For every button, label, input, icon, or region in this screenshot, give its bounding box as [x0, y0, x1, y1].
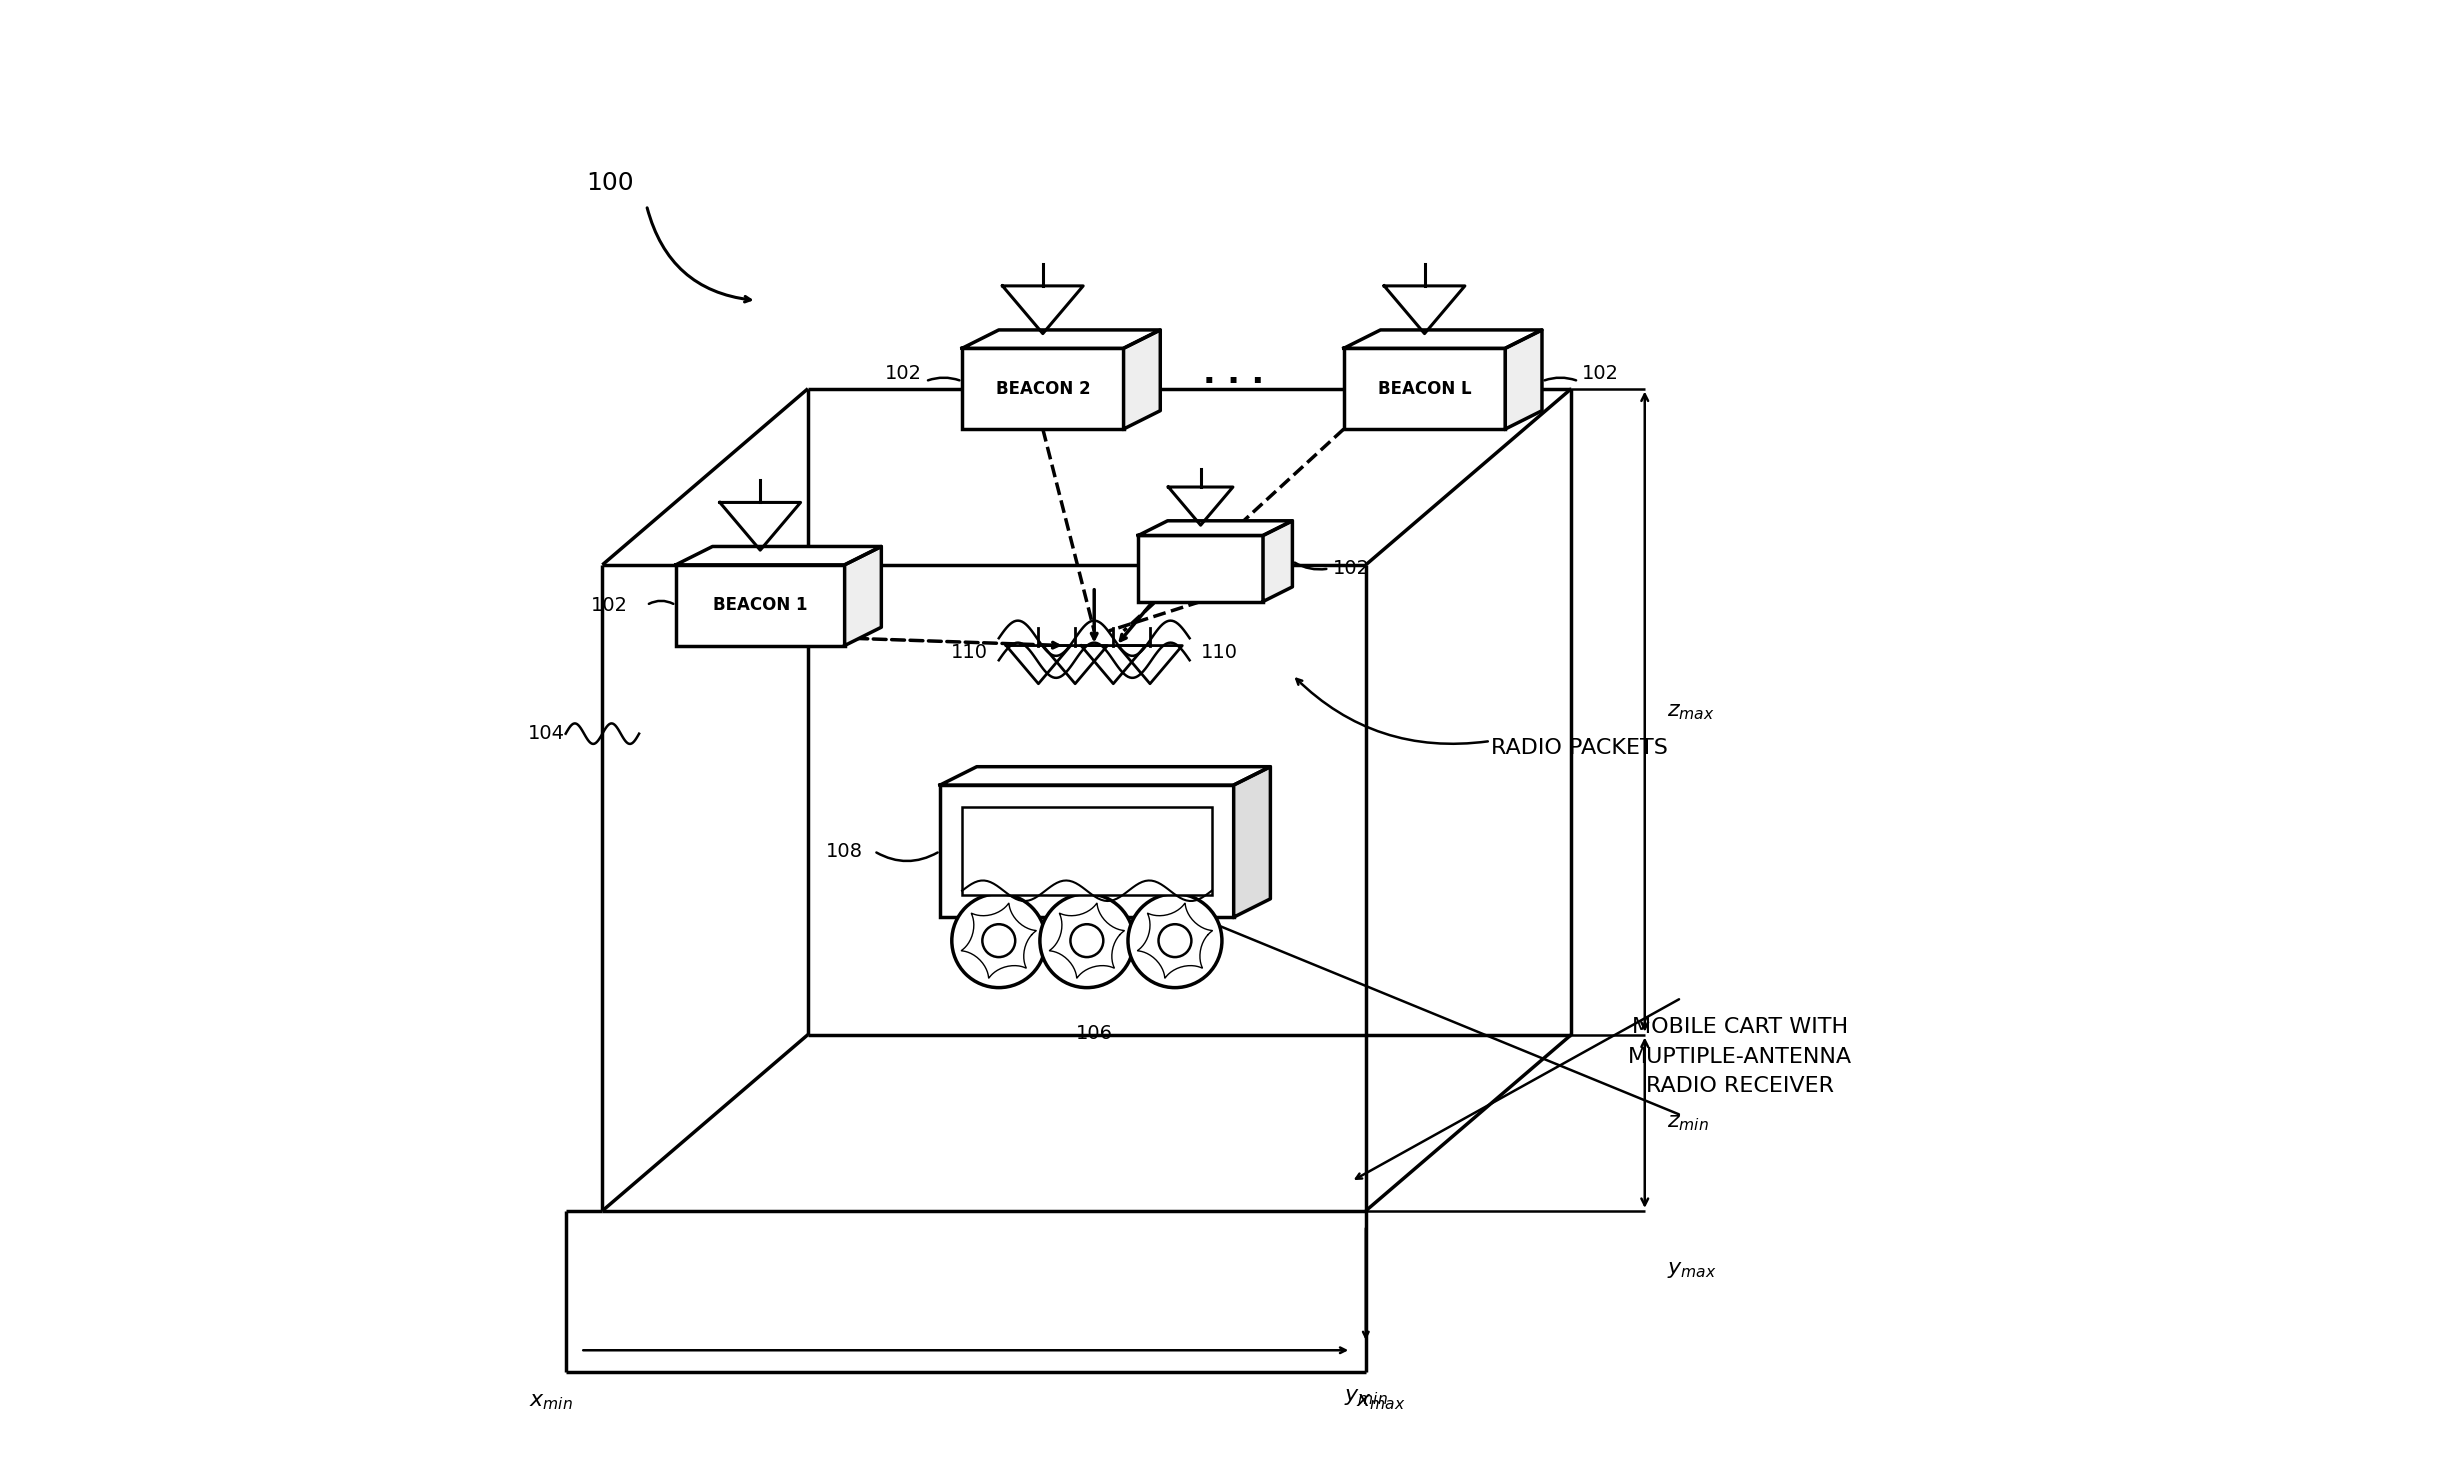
Circle shape: [1129, 894, 1221, 987]
Bar: [941, 785, 1234, 917]
Polygon shape: [941, 766, 1270, 785]
Text: 102: 102: [885, 365, 922, 384]
Bar: [963, 808, 1212, 895]
Text: 108: 108: [826, 842, 863, 861]
Bar: [1343, 348, 1504, 428]
Text: 110: 110: [951, 643, 987, 662]
Text: 104: 104: [529, 725, 566, 742]
Polygon shape: [1124, 330, 1160, 428]
Polygon shape: [1139, 520, 1292, 535]
Bar: [963, 348, 1124, 428]
Text: BEACON 2: BEACON 2: [995, 379, 1090, 397]
Text: $z_{min}$: $z_{min}$: [1668, 1113, 1709, 1132]
Polygon shape: [1343, 330, 1541, 348]
Text: 110: 110: [1199, 643, 1239, 662]
Polygon shape: [1234, 766, 1270, 917]
Circle shape: [1041, 894, 1134, 987]
Text: BEACON L: BEACON L: [1377, 379, 1473, 397]
Text: $x_{min}$: $x_{min}$: [529, 1392, 573, 1412]
Text: $y_{min}$: $y_{min}$: [1343, 1387, 1387, 1406]
Bar: [1139, 535, 1263, 602]
Text: $y_{max}$: $y_{max}$: [1668, 1260, 1716, 1279]
Polygon shape: [675, 547, 880, 565]
Circle shape: [1070, 925, 1104, 957]
Text: 106: 106: [1075, 1024, 1112, 1043]
Text: 102: 102: [1582, 365, 1619, 384]
Text: $x_{max}$: $x_{max}$: [1356, 1392, 1404, 1412]
Text: . . .: . . .: [1202, 357, 1265, 390]
Text: BEACON 1: BEACON 1: [712, 596, 807, 614]
Text: $z_{max}$: $z_{max}$: [1668, 701, 1714, 722]
Text: 102: 102: [1334, 559, 1370, 578]
Circle shape: [951, 894, 1046, 987]
Polygon shape: [844, 547, 880, 646]
Polygon shape: [1504, 330, 1541, 428]
Polygon shape: [963, 330, 1160, 348]
Text: RADIO PACKETS: RADIO PACKETS: [1490, 738, 1668, 759]
Bar: [675, 565, 844, 646]
Text: MOBILE CART WITH
MUPTIPLE-ANTENNA
RADIO RECEIVER: MOBILE CART WITH MUPTIPLE-ANTENNA RADIO …: [1629, 1017, 1853, 1097]
Text: 100: 100: [585, 170, 634, 196]
Circle shape: [983, 925, 1014, 957]
Circle shape: [1158, 925, 1192, 957]
Polygon shape: [1263, 520, 1292, 602]
Text: 102: 102: [592, 596, 629, 615]
